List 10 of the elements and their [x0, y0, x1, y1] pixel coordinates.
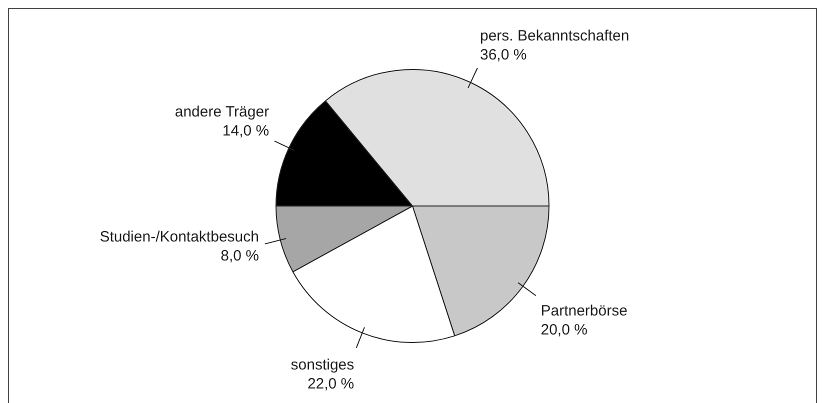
data-label: 20,0 %	[540, 321, 588, 338]
slice-label: Partnerbörse	[540, 302, 628, 320]
slice-label: Studien-/Kontaktbesuch	[100, 228, 259, 246]
data-label: 8,0 %	[220, 248, 259, 265]
data-label: 22,0 %	[307, 376, 354, 393]
data-label: 36,0 %	[480, 46, 527, 64]
slice-label: pers. Bekanntschaften	[480, 28, 630, 45]
slice-label: sonstiges	[290, 356, 354, 374]
slice-label: andere Träger	[174, 104, 270, 121]
data-label: 14,0 %	[222, 122, 270, 140]
